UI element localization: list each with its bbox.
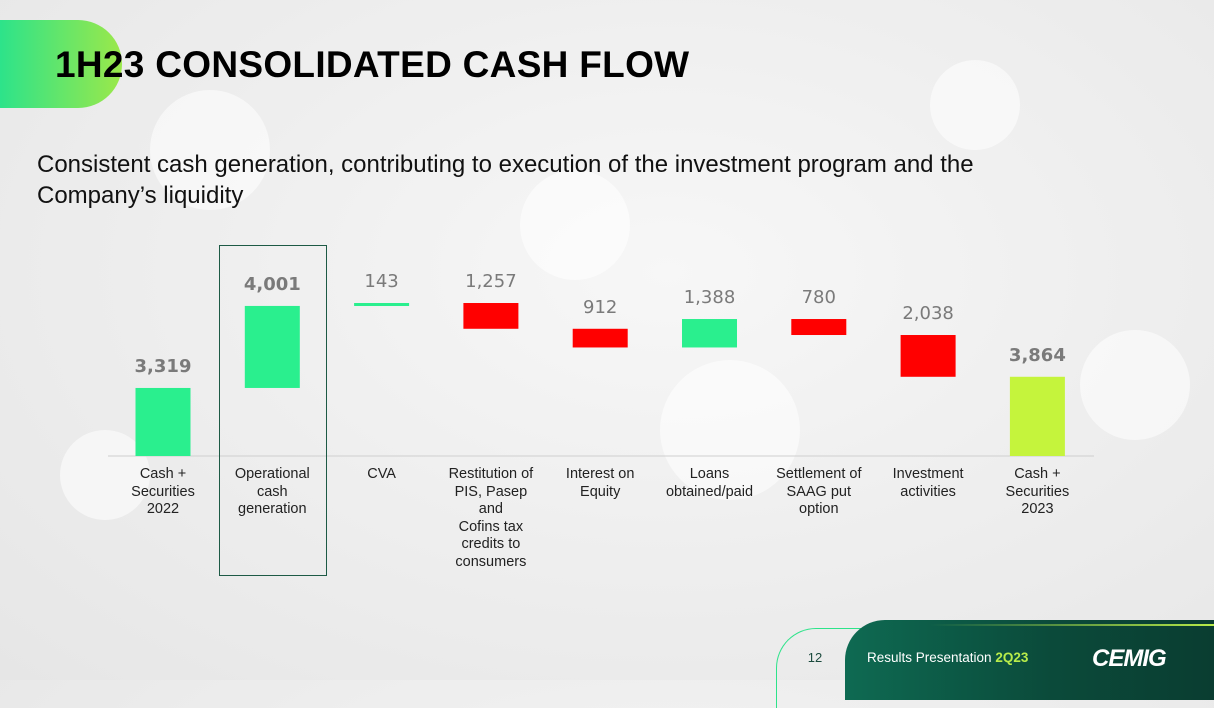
footer-text: Results Presentation [867,650,996,665]
bar-interest-on-equity [572,328,628,348]
category-label-line: Securities [131,483,195,500]
bar-settlement-of-saag-put-option [791,319,847,336]
category-label-cva: CVA [332,466,432,484]
category-label-line: Cofins tax [458,518,524,535]
value-label-cash-securities-2022: 3,319 [135,356,192,377]
category-label-line: Investment [892,466,964,482]
category-label-operational-cash-generation: Operational cash generation [222,466,322,519]
bar-cash-securities-2022 [135,387,191,456]
category-label-line: Equity [580,483,621,500]
category-label-line: Securities [1005,483,1070,500]
category-label-line: 2022 [146,501,180,517]
category-label-line: Settlement of [776,466,862,482]
bar-cva [354,303,410,307]
value-label-cva: 143 [364,271,398,292]
bar-restitution-of-pis-pasep-and-cofins-tax-credits-to-consumers [463,303,519,329]
category-label-line: SAAG put [786,483,852,500]
value-label-investment-activities: 2,038 [902,303,954,324]
category-label-line: Cash + [139,466,187,482]
category-label-line: 2023 [1021,501,1054,517]
page-number: 12 [807,650,823,665]
value-label-loans-obtained-paid: 1,388 [684,287,736,308]
category-label-cash-securities-2022: Cash + Securities 2022 [113,466,213,519]
title-accent-shape [0,20,122,108]
category-label-line: credits to [461,536,521,552]
slide-title: 1H23 CONSOLIDATED CASH FLOW [55,44,690,85]
value-label-settlement-of-saag-put-option: 780 [802,287,836,308]
category-label-cash-securities-2023: Cash + Securities 2023 [987,466,1087,519]
category-label-line: option [799,501,839,517]
category-label-line: obtained/paid [665,483,754,500]
footer-accent-line [930,624,1214,626]
category-label-line: cash [256,483,288,500]
highlight-box-operational [219,245,327,576]
category-label-line: consumers [455,553,527,570]
category-label-line: Interest on [565,466,635,482]
slide-subtitle: Consistent cash generation, contributing… [37,151,974,209]
cemig-logo: CEMIG [1092,645,1167,672]
category-label-investment-activities: Investment activities [878,466,978,501]
category-label-line: PIS, Pasep and [454,483,528,518]
value-label-cash-securities-2023: 3,864 [1009,345,1066,366]
bar-investment-activities [900,335,956,377]
category-label-loans-obtained-paid: Loans obtained/paid [660,466,760,501]
value-label-interest-on-equity: 912 [583,297,617,318]
category-label-settlement-of-saag-put-option: Settlement of SAAG put option [769,466,869,519]
bar-operational-cash-generation [244,305,300,388]
category-label-line: activities [900,483,956,500]
footer-period: 2Q23 [995,650,1029,665]
value-label-operational-cash-generation: 4,001 [244,274,301,295]
bar-cash-securities-2023 [1009,376,1065,456]
waterfall-chart: 3,319 4,001 143 1,257 912 1,388 780 2,038 3,864 [108,271,1094,457]
bar-loans-obtained-paid [682,319,737,348]
category-label-line: Restitution of [448,466,534,482]
category-label-line: Cash + [1014,466,1061,482]
category-label-restitution-of-pis-pasep-and-cofins-tax-credits-to-consumers: Restitution of PIS, Pasep and Cofins tax cr… [441,466,541,571]
category-label-line: Loans [689,466,730,482]
category-label-interest-on-equity: Interest on Equity [550,466,650,501]
category-label-line: generation [238,501,307,517]
value-label-restitution-of-pis-pasep-and-cofins-tax-credits-to-consumers: 1,257 [465,271,517,292]
category-label-line: CVA [367,466,396,482]
category-label-line: Operational [234,466,310,482]
footer-presentation-title: Results Presentation 2Q23 [867,650,1028,665]
